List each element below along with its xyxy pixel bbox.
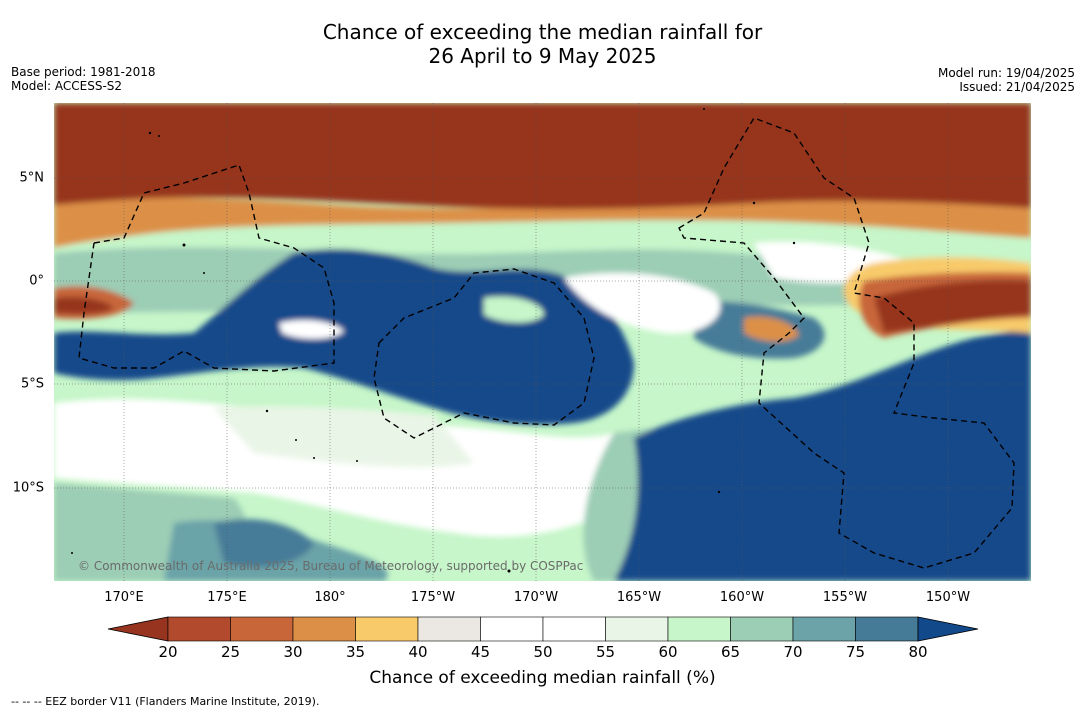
northern-orange-band — [54, 192, 1031, 248]
colorbar-tick-label: 75 — [845, 643, 866, 661]
dry-core-east — [874, 280, 1031, 333]
blue-zone-southwest-small — [214, 519, 314, 567]
title-line-1: Chance of exceeding the median rainfall … — [322, 20, 763, 44]
colorbar-tick-label: 45 — [470, 643, 491, 661]
base-period: Base period: 1981-2018 — [11, 65, 156, 79]
lon-label-150w: 150°W — [925, 590, 971, 605]
colorbar-tick-label: 25 — [220, 643, 241, 661]
lon-label-160w: 160°W — [719, 590, 765, 605]
colorbar-swatch — [855, 616, 919, 642]
colorbar-tick-label: 80 — [908, 643, 928, 661]
colorbar-swatch — [480, 616, 544, 642]
pale-green-south — [214, 405, 474, 468]
model-name: Model: ACCESS-S2 — [11, 79, 123, 93]
title-line-2: 26 April to 9 May 2025 — [428, 44, 657, 68]
meta-left: Base period: 1981-2018 Model: ACCESS-S2 — [11, 65, 156, 93]
lon-label-175w: 175°W — [410, 590, 456, 605]
model-run: Model run: 19/04/2025 — [937, 66, 1075, 80]
colorbar-swatch — [667, 616, 731, 642]
colorbar-swatch — [605, 616, 669, 642]
colorbar-tick-label: 50 — [533, 643, 553, 661]
meta-right: Model run: 19/04/2025 Issued: 21/04/2025 — [938, 66, 1075, 94]
colorbar-swatches — [107, 616, 979, 642]
colorbar-tick-label: 60 — [658, 643, 678, 661]
colorbar-tick-label: 55 — [595, 643, 616, 661]
lon-label-155w: 155°W — [822, 590, 868, 605]
lon-label-180: 180° — [314, 590, 346, 605]
colorbar-swatch — [167, 616, 231, 642]
lon-label-175e: 175°E — [207, 590, 247, 605]
colorbar-title: Chance of exceeding median rainfall (%) — [369, 668, 716, 688]
light-patch-center — [484, 296, 544, 323]
northern-dry-band — [54, 103, 1031, 210]
colorbar-swatch — [417, 616, 481, 642]
dry-core-west — [54, 297, 114, 315]
colorbar-swatch — [542, 616, 606, 642]
lat-label-0: 0° — [29, 273, 44, 289]
colorbar-swatch — [230, 616, 294, 642]
colorbar-tick-label: 30 — [283, 643, 303, 661]
colorbar-swatch — [292, 616, 356, 642]
colorbar-tick-label: 70 — [783, 643, 803, 661]
colorbar-swatch — [792, 616, 856, 642]
colorbar-swatch — [355, 616, 419, 642]
eez-borders — [78, 117, 1015, 569]
colorbar — [107, 616, 979, 642]
white-patch-east — [564, 273, 721, 334]
colorbar-tick-label: 40 — [408, 643, 428, 661]
lat-label-10s: 10°S — [12, 480, 44, 496]
white-zone-south — [54, 398, 624, 537]
lat-label-5s: 5°S — [20, 376, 44, 392]
light-patch-west — [279, 320, 344, 339]
colorbar-swatch — [730, 616, 794, 642]
colorbar-tick-label: 35 — [345, 643, 366, 661]
lat-label-5n: 5°N — [19, 170, 45, 186]
map-title: Chance of exceeding the median rainfall … — [0, 20, 1085, 68]
colorbar-tick-label: 20 — [158, 643, 178, 661]
rainfall-map — [54, 103, 1031, 581]
island-markers — [71, 108, 796, 573]
lon-label-170w: 170°W — [513, 590, 559, 605]
colorbar-low-extend — [107, 616, 169, 642]
eez-legend: -- -- -- EEZ border V11 (Flanders Marine… — [11, 695, 320, 708]
colorbar-tick-label: 65 — [720, 643, 741, 661]
gridlines — [54, 103, 1031, 581]
blue-zone-west — [54, 248, 634, 425]
issued-date: Issued: 21/04/2025 — [959, 80, 1075, 94]
blue-zone-east — [614, 328, 1031, 581]
colorbar-high-extend — [917, 616, 979, 642]
lon-label-170e: 170°E — [104, 590, 144, 605]
lon-label-165w: 165°W — [616, 590, 662, 605]
copyright-notice: © Commonwealth of Australia 2025, Bureau… — [78, 559, 584, 573]
